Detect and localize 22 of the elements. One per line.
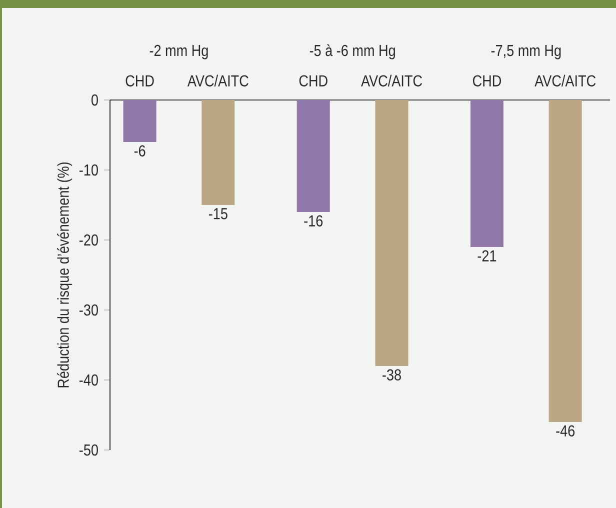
y-tick-label: -50 <box>80 444 98 456</box>
data-label: -38 <box>382 369 401 380</box>
text: -2 mm Hg <box>150 44 208 60</box>
data-label: -15 <box>208 208 228 220</box>
text: -5 à -6 mm Hg <box>310 44 395 60</box>
x-tick-label: CHD <box>472 75 501 86</box>
y-tick-label: -20 <box>80 234 98 246</box>
data-label: -6 <box>134 145 146 156</box>
x-tick-label: AVC/AITC <box>187 74 248 86</box>
data-label: -21 <box>478 250 496 262</box>
text: -7,5 mm Hg <box>491 45 561 60</box>
y-tick-label: 0 <box>91 94 98 106</box>
y-tick-label: -30 <box>80 304 98 316</box>
x-tick-label: AVC/AITC <box>534 74 596 86</box>
x-tick-label: CHD <box>126 75 154 86</box>
x-tick-label: CHD <box>299 75 328 86</box>
data-label: -46 <box>556 425 575 436</box>
y-tick-label: -10 <box>80 164 98 176</box>
x-tick-label: AVC/AITC <box>361 74 422 86</box>
y-tick-label: -40 <box>80 374 98 386</box>
y-axis-title: Réduction du risque d’événement (%) <box>57 162 72 388</box>
data-label: -16 <box>304 215 323 226</box>
